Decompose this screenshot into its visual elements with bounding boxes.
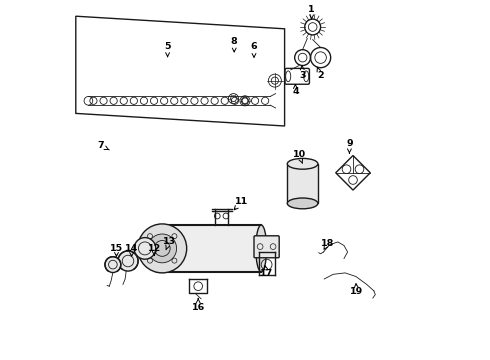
Text: 2: 2	[318, 71, 324, 80]
FancyBboxPatch shape	[254, 236, 279, 258]
Text: 6: 6	[251, 42, 257, 51]
Text: 13: 13	[163, 237, 176, 246]
Ellipse shape	[287, 198, 318, 209]
Text: 10: 10	[293, 150, 306, 159]
Text: 9: 9	[346, 139, 353, 148]
Ellipse shape	[152, 225, 161, 272]
Text: 16: 16	[192, 303, 205, 312]
Text: 1: 1	[308, 4, 315, 13]
Circle shape	[134, 238, 156, 259]
Text: 11: 11	[235, 197, 248, 206]
Circle shape	[105, 257, 121, 273]
Bar	[157, 225, 261, 272]
Ellipse shape	[256, 225, 267, 272]
Text: 18: 18	[321, 238, 335, 248]
Text: 14: 14	[125, 244, 138, 253]
Text: 15: 15	[110, 244, 123, 253]
Text: 8: 8	[231, 37, 238, 46]
Text: 3: 3	[299, 71, 306, 80]
Circle shape	[118, 251, 138, 271]
Circle shape	[148, 234, 176, 263]
Text: 17: 17	[260, 269, 273, 278]
Text: 4: 4	[292, 87, 299, 96]
Text: 12: 12	[147, 244, 161, 253]
Text: 19: 19	[350, 287, 363, 296]
Text: 7: 7	[98, 141, 104, 150]
Bar	[287, 164, 318, 203]
Text: 5: 5	[164, 42, 171, 51]
Ellipse shape	[287, 158, 318, 169]
Circle shape	[138, 224, 187, 273]
